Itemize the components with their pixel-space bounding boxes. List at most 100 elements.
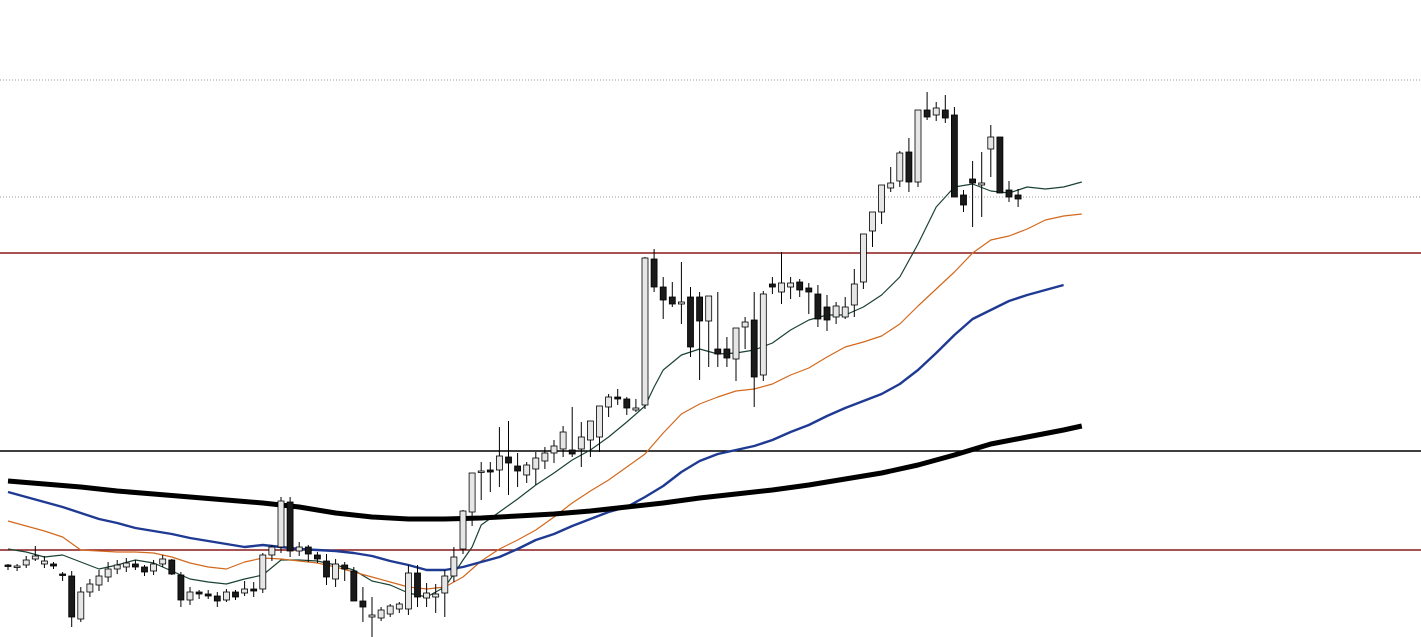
candle-body-bear	[960, 194, 967, 206]
candle-body-bear	[286, 501, 294, 552]
candle-body-bull	[450, 556, 458, 577]
candle-body-bear	[350, 570, 358, 602]
candle-body-bull	[778, 282, 785, 293]
candle-body-bull	[104, 568, 112, 578]
candle-body-bull	[377, 609, 385, 619]
candle-body-bear	[359, 600, 367, 608]
candle-body-bull	[13, 565, 21, 568]
candle-body-bull	[978, 182, 986, 186]
candle-body-bear	[414, 572, 421, 598]
candle-body-bull	[832, 305, 840, 318]
candle-body-bull	[268, 546, 276, 556]
candle-body-bear	[614, 396, 622, 400]
candle-body-bull	[587, 420, 594, 441]
candle-body-bear	[204, 593, 212, 597]
candle-body-bear	[131, 563, 139, 568]
candle-body-bull	[477, 470, 485, 473]
candle-body-bear	[177, 574, 185, 601]
candle-body-bull	[914, 109, 922, 183]
candle-body-bull	[241, 588, 249, 594]
candle-body-bull	[495, 455, 503, 471]
candle-body-bull	[404, 572, 412, 610]
candle-body-bear	[659, 286, 667, 301]
candle-body-bear	[623, 398, 631, 409]
candle-body-bull	[559, 431, 567, 450]
candle-body-bull	[113, 564, 121, 570]
candle-body-bear	[304, 546, 312, 555]
candle-body-bull	[860, 233, 867, 283]
candle-body-bull	[468, 472, 476, 513]
candle-body-bull	[295, 546, 303, 552]
candle-body-bear	[696, 296, 703, 322]
candle-body-bull	[332, 563, 340, 580]
candle-body-bull	[532, 457, 540, 470]
candle-body-bear	[568, 449, 576, 455]
candle-body-bull	[987, 136, 995, 150]
candle-body-bear	[313, 554, 321, 560]
candle-body-bull	[850, 283, 858, 306]
candle-body-bear	[1014, 194, 1022, 200]
candle-body-bull	[41, 560, 48, 565]
candle-body-bull	[150, 563, 158, 572]
candle-body-bear	[823, 306, 831, 321]
candle-body-bear	[232, 591, 239, 598]
candle-body-bull	[259, 554, 267, 590]
candle-body-bull	[22, 559, 30, 566]
candle-body-bull	[95, 575, 103, 586]
candle-body-bear	[951, 114, 958, 198]
candle-body-bull	[459, 510, 467, 550]
candle-body-bear	[969, 178, 976, 184]
candle-body-bull	[368, 614, 376, 618]
candle-body-bear	[4, 564, 12, 567]
candle-body-bear	[168, 559, 176, 575]
candle-body-bull	[159, 558, 167, 565]
candle-body-bear	[714, 348, 722, 355]
candle-body-bull	[550, 445, 558, 454]
moving-average-ma_long	[7, 423, 1083, 522]
candle-body-bear	[341, 564, 349, 570]
moving-average-ma_slow	[7, 283, 1064, 572]
candle-body-bear	[905, 151, 913, 183]
candle-body-bear	[805, 287, 813, 293]
candle-body-bull	[741, 321, 749, 328]
candle-body-bull	[86, 583, 94, 593]
candle-body-bull	[186, 591, 194, 601]
candle-body-bear	[941, 109, 949, 119]
candle-body-bull	[678, 301, 685, 305]
candle-body-bear	[750, 319, 758, 378]
candle-body-bear	[814, 293, 822, 320]
candle-body-bull	[732, 327, 740, 360]
candle-body-bear	[59, 573, 66, 576]
candle-body-bear	[50, 563, 57, 567]
candle-body-bull	[896, 152, 904, 182]
candle-body-bear	[796, 281, 804, 291]
candle-body-bear	[769, 283, 776, 288]
candle-body-bear	[486, 469, 494, 473]
candle-body-bear	[687, 296, 694, 348]
moving-average-ma_mid	[7, 213, 1082, 590]
candle-body-bull	[869, 211, 876, 232]
candle-body-bull	[641, 257, 649, 406]
candle-body-bull	[122, 562, 130, 568]
candle-body-bull	[31, 555, 39, 560]
candle-body-bear	[505, 456, 512, 464]
candle-body-bull	[841, 306, 849, 318]
candle-body-bull	[705, 295, 713, 322]
candle-body-bull	[787, 282, 794, 288]
candle-body-bull	[541, 452, 549, 462]
candle-body-bear	[996, 136, 1004, 194]
candle-body-bull	[932, 107, 940, 116]
candle-body-bull	[222, 591, 230, 601]
candle-body-bear	[1005, 189, 1013, 198]
candle-body-bear	[68, 575, 76, 618]
candle-body-bull	[632, 407, 640, 411]
candle-body-bear	[923, 109, 931, 118]
candle-body-bear	[141, 566, 148, 573]
candle-body-bull	[596, 405, 603, 438]
candle-body-bull	[577, 436, 585, 450]
candle-body-bear	[250, 588, 258, 592]
candle-body-bull	[386, 605, 394, 615]
candle-body-bear	[650, 258, 658, 288]
